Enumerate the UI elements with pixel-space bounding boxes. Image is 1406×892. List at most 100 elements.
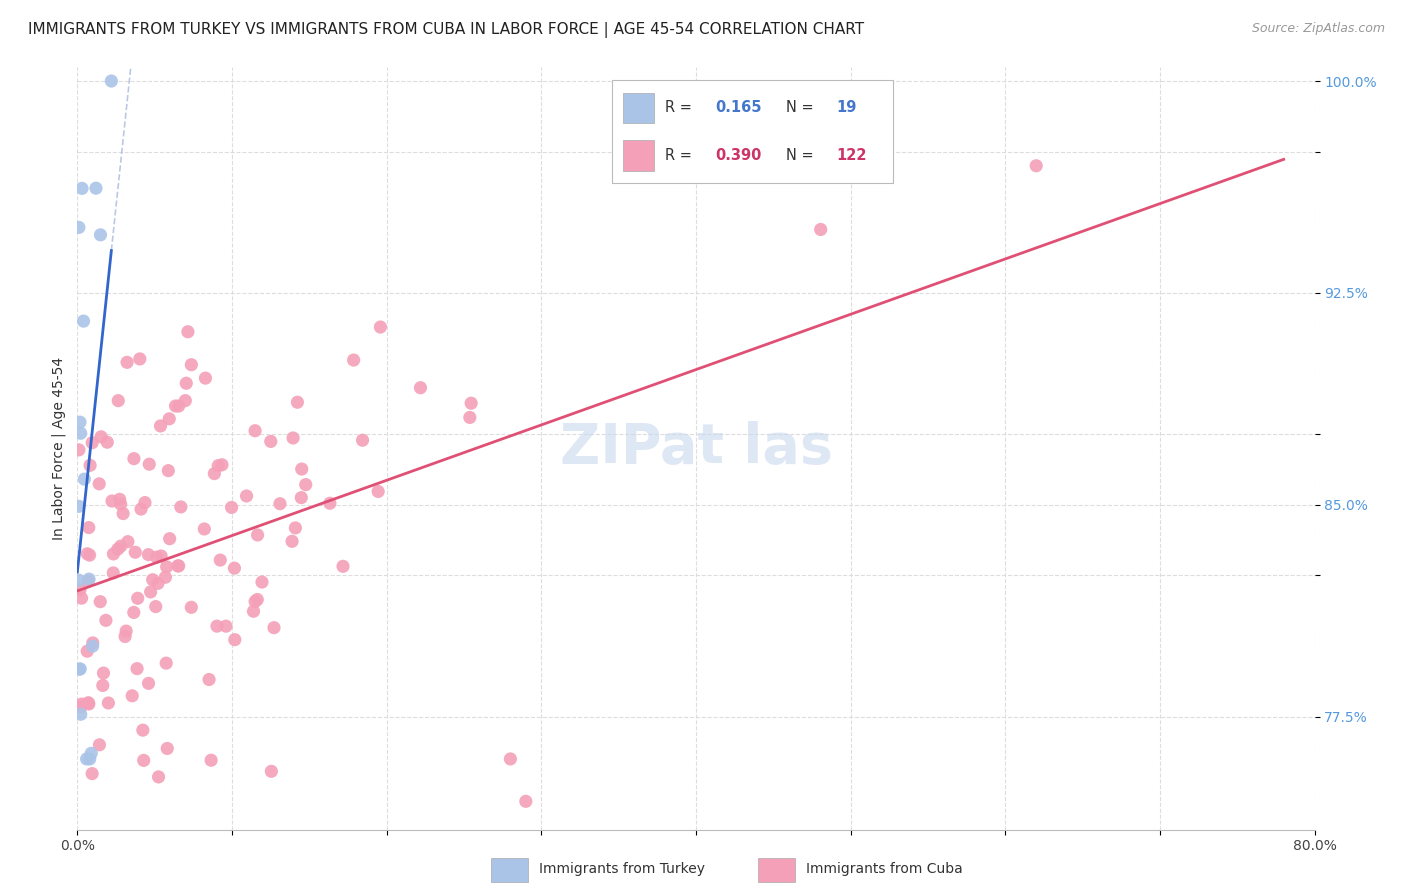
Point [129,502,152,516]
Point [149,419,172,434]
Point [246,528,269,542]
Point [79,548,101,562]
Text: R =: R = [665,148,696,162]
Point [128,351,150,366]
Point [170,500,193,514]
Point [76,644,98,658]
Point [157,412,180,426]
Point [332,559,354,574]
Point [112,507,135,521]
Point [70,697,93,711]
Point [90,430,112,444]
Point [127,662,149,676]
Point [167,399,190,413]
Point [69,662,91,676]
FancyBboxPatch shape [491,857,529,882]
Point [180,600,202,615]
Point [1025,159,1047,173]
Point [319,496,342,510]
Point [224,632,246,647]
Point [174,376,197,391]
Point [243,424,266,438]
Point [145,599,167,614]
Point [107,393,129,408]
Point [810,222,832,236]
Point [194,371,217,385]
Point [138,676,160,690]
Text: 0.390: 0.390 [716,148,762,162]
Point [124,545,146,559]
Point [281,431,304,445]
Point [77,572,100,586]
Point [499,752,522,766]
Point [80,746,103,760]
Point [82,639,104,653]
Point [82,766,104,780]
Point [132,753,155,767]
Point [69,662,91,676]
Point [72,314,94,328]
Point [146,576,169,591]
Point [89,738,111,752]
Point [156,559,179,574]
Point [193,522,215,536]
Point [114,630,136,644]
Point [138,457,160,471]
Point [207,458,229,473]
Point [76,547,98,561]
Point [69,582,91,597]
Point [84,830,107,844]
Point [138,548,160,562]
Point [367,484,389,499]
Point [67,442,90,457]
Point [69,426,91,441]
Point [89,595,111,609]
Point [110,539,132,553]
Point [284,521,307,535]
Y-axis label: In Labor Force | Age 45-54: In Labor Force | Age 45-54 [52,357,66,540]
Point [157,464,180,478]
Point [409,381,432,395]
FancyBboxPatch shape [623,93,654,123]
Text: N =: N = [786,148,818,162]
Point [134,495,156,509]
Point [103,547,125,561]
Point [156,741,179,756]
Point [89,227,111,242]
Point [77,697,100,711]
Point [291,462,314,476]
Point [290,491,312,505]
Point [177,325,200,339]
Point [260,764,283,779]
Point [69,415,91,429]
Point [155,570,177,584]
Point [91,678,114,692]
Point [82,636,104,650]
Point [460,396,482,410]
Point [96,435,118,450]
Point [122,451,145,466]
Point [100,74,122,88]
Point [243,594,266,608]
FancyBboxPatch shape [612,80,893,183]
Point [205,619,228,633]
Point [142,573,165,587]
Point [145,550,167,565]
Point [180,358,202,372]
Point [69,707,91,722]
Text: IMMIGRANTS FROM TURKEY VS IMMIGRANTS FROM CUBA IN LABOR FORCE | AGE 45-54 CORREL: IMMIGRANTS FROM TURKEY VS IMMIGRANTS FRO… [28,22,865,38]
Point [79,458,101,473]
Point [155,656,177,670]
Point [70,591,93,606]
Point [117,534,139,549]
Point [150,549,173,563]
Point [458,410,481,425]
Point [250,575,273,590]
Point [115,624,138,639]
Point [89,476,111,491]
Point [167,558,190,573]
Point [224,561,246,575]
Point [281,534,304,549]
Point [77,520,100,534]
Point [343,353,366,368]
